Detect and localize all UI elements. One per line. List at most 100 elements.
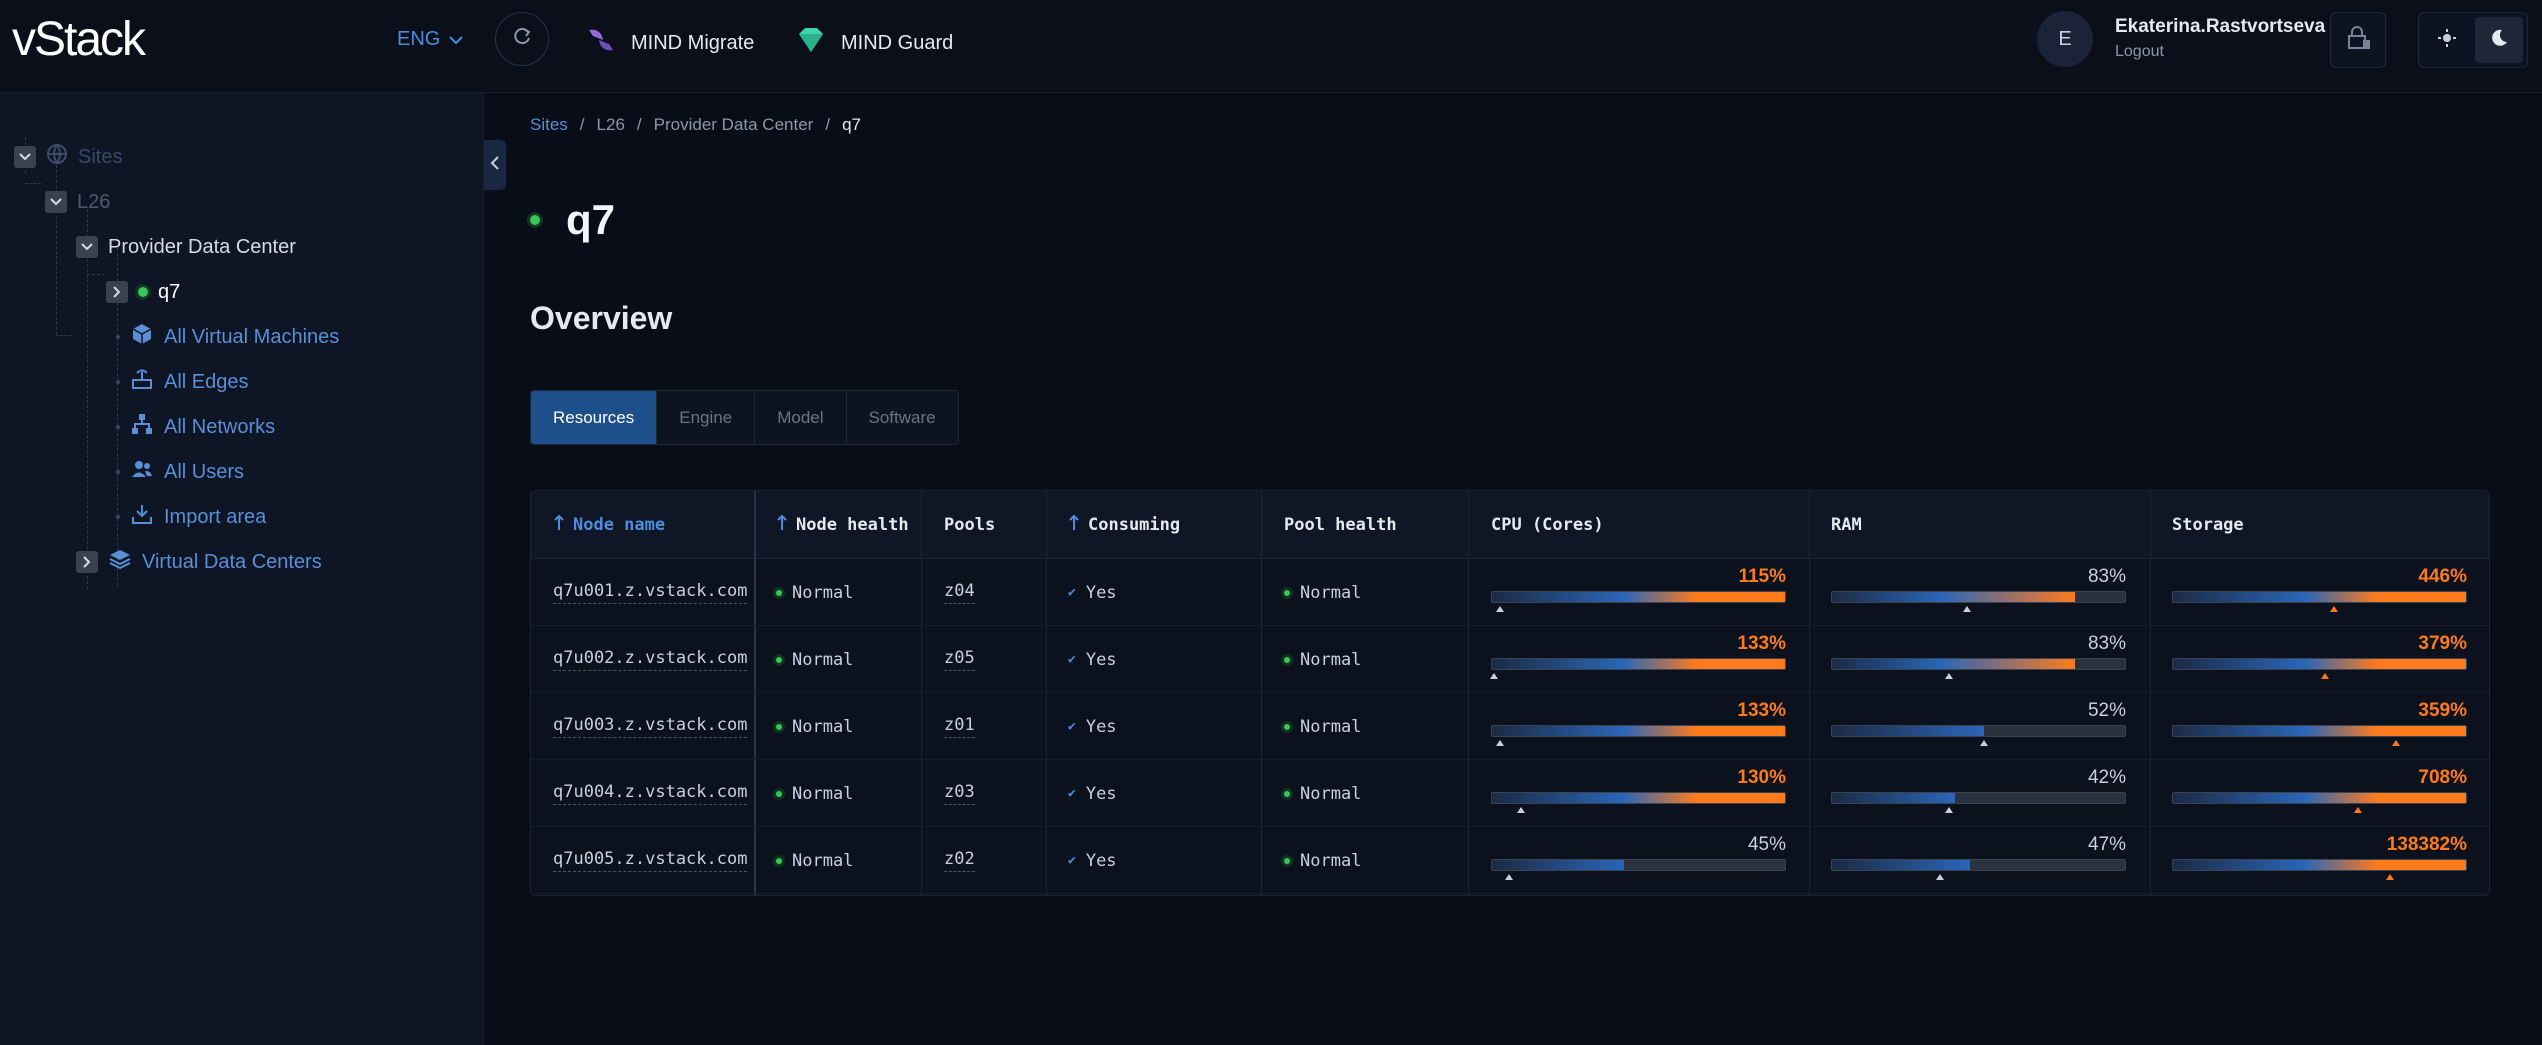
consuming-label: Yes [1085, 716, 1117, 737]
node-name-link[interactable]: q7u001.z.vstack.com [553, 581, 748, 604]
tab-engine[interactable]: Engine [657, 391, 756, 444]
col-pool-health[interactable]: Pool health [1284, 515, 1397, 535]
storage-usage-cell: 446% [2172, 559, 2467, 626]
section-title: Overview [530, 300, 673, 336]
refresh-button[interactable] [495, 12, 549, 66]
node-name-cell[interactable]: q7u004.z.vstack.com [553, 760, 748, 827]
tree-item-sites[interactable]: Sites [14, 139, 122, 175]
theme-toggle[interactable] [2418, 12, 2528, 68]
tree-item-cluster[interactable]: q7 [106, 274, 180, 310]
tree-label-all-users: All Users [164, 460, 245, 483]
pool-link[interactable]: z03 [944, 782, 975, 805]
pool-cell[interactable]: z05 [944, 626, 975, 693]
ram-usage-bar [1831, 859, 2126, 871]
breadcrumb-dc[interactable]: Provider Data Center [653, 115, 814, 134]
pool-link[interactable]: z01 [944, 715, 975, 738]
tab-model[interactable]: Model [755, 391, 847, 444]
tree-item-all-users[interactable]: All Users [116, 454, 244, 490]
tree-item-all-vms[interactable]: All Virtual Machines [116, 319, 339, 355]
language-selector[interactable]: ENG [397, 28, 464, 51]
storage-usage-cell: 138382% [2172, 827, 2467, 894]
pool-cell[interactable]: z03 [944, 760, 975, 827]
globe-icon [46, 143, 68, 171]
table-row[interactable]: q7u002.z.vstack.com Normal z05 ✔ Yes Normal 13… [531, 626, 2489, 693]
dark-theme-option[interactable] [2475, 17, 2523, 63]
col-node-name[interactable]: Node name [553, 491, 665, 559]
tree-item-import-area[interactable]: Import area [116, 499, 266, 535]
node-name-cell[interactable]: q7u002.z.vstack.com [553, 626, 748, 693]
cpu-usage-cell: 130% [1491, 760, 1786, 827]
tab-software[interactable]: Software [846, 391, 958, 444]
cpu-usage-fill [1492, 592, 1785, 602]
col-cpu[interactable]: CPU (Cores) [1491, 515, 1604, 535]
cpu-usage-cell: 133% [1489, 626, 1786, 693]
pool-health-cell: Normal [1284, 827, 1361, 894]
node-name-cell[interactable]: q7u003.z.vstack.com [553, 693, 748, 760]
pool-link[interactable]: z02 [944, 849, 975, 872]
pool-health-cell: Normal [1284, 693, 1361, 760]
avatar[interactable]: E [2037, 11, 2093, 67]
col-node-health[interactable]: Node health [776, 491, 909, 559]
pool-cell[interactable]: z02 [944, 827, 975, 894]
node-name-cell[interactable]: q7u005.z.vstack.com [553, 827, 748, 894]
chevron-right-icon[interactable] [106, 281, 128, 303]
status-dot [530, 215, 540, 225]
pool-link[interactable]: z05 [944, 648, 975, 671]
storage-usage-cell: 379% [2172, 626, 2467, 693]
tree-item-dc[interactable]: Provider Data Center [76, 229, 296, 265]
sidebar-collapse-button[interactable] [484, 140, 506, 190]
breadcrumb-site[interactable]: L26 [596, 115, 625, 134]
col-storage[interactable]: Storage [2172, 515, 2244, 535]
table-row[interactable]: q7u005.z.vstack.com Normal z02 ✔ Yes Normal 45… [531, 827, 2489, 894]
col-consuming[interactable]: Consuming [1068, 491, 1180, 559]
breadcrumb-sites[interactable]: Sites [530, 115, 568, 134]
col-ram[interactable]: RAM [1831, 515, 1862, 535]
tree-item-all-edges[interactable]: All Edges [116, 364, 249, 400]
ram-usage-label: 42% [2087, 767, 2126, 788]
chevron-down-icon[interactable] [14, 146, 36, 168]
node-name-link[interactable]: q7u003.z.vstack.com [553, 715, 748, 738]
pool-cell[interactable]: z01 [944, 693, 975, 760]
check-icon: ✔ [1068, 652, 1076, 667]
layers-icon [108, 547, 132, 577]
consuming-cell: ✔ Yes [1068, 760, 1117, 827]
mind-guard-icon [795, 24, 827, 62]
storage-usage-bar [2172, 859, 2467, 871]
tab-resources[interactable]: Resources [531, 391, 658, 444]
node-name-link[interactable]: q7u004.z.vstack.com [553, 782, 748, 805]
lock-button[interactable] [2330, 12, 2386, 68]
node-name-link[interactable]: q7u002.z.vstack.com [553, 648, 748, 671]
mind-migrate-link[interactable]: MIND Migrate [585, 24, 754, 62]
tree-item-all-networks[interactable]: All Networks [116, 409, 275, 445]
pool-cell[interactable]: z04 [944, 559, 975, 626]
vstack-logo[interactable]: vStack [12, 13, 146, 66]
light-theme-option[interactable] [2423, 17, 2471, 63]
mind-migrate-icon [585, 24, 617, 62]
storage-threshold-marker [2353, 807, 2362, 813]
status-dot [1284, 857, 1290, 864]
cpu-usage-cell: 133% [1491, 693, 1786, 760]
node-health-cell: Normal [776, 626, 853, 693]
chevron-down-icon[interactable] [76, 236, 98, 258]
col-pools[interactable]: Pools [944, 515, 996, 535]
table-row[interactable]: q7u003.z.vstack.com Normal z01 ✔ Yes Normal 13… [531, 693, 2489, 760]
node-name-cell[interactable]: q7u001.z.vstack.com [553, 559, 748, 626]
table-row[interactable]: q7u001.z.vstack.com Normal z04 ✔ Yes Normal 11… [531, 559, 2489, 626]
sort-arrow-icon [1068, 514, 1080, 537]
storage-usage-cell: 708% [2172, 760, 2467, 827]
mind-guard-link[interactable]: MIND Guard [795, 24, 953, 62]
pool-link[interactable]: z04 [944, 581, 975, 604]
consuming-cell: ✔ Yes [1068, 693, 1117, 760]
table-row[interactable]: q7u004.z.vstack.com Normal z03 ✔ Yes Normal 13… [531, 760, 2489, 827]
cpu-usage-fill [1492, 659, 1785, 669]
page-title: q7 [566, 196, 616, 243]
cpu-threshold-marker [1495, 740, 1504, 746]
tree-item-vdc[interactable]: Virtual Data Centers [76, 544, 322, 580]
chevron-right-icon[interactable] [76, 551, 98, 573]
storage-usage-bar [2172, 725, 2467, 737]
chevron-down-icon[interactable] [45, 191, 67, 213]
tree-item-site[interactable]: L26 [45, 184, 110, 220]
node-name-link[interactable]: q7u005.z.vstack.com [553, 849, 748, 872]
top-bar: vStack ENG MIND Migrate MIND Guard E Eka… [0, 0, 2542, 93]
logout-link[interactable]: Logout [2115, 43, 2164, 60]
